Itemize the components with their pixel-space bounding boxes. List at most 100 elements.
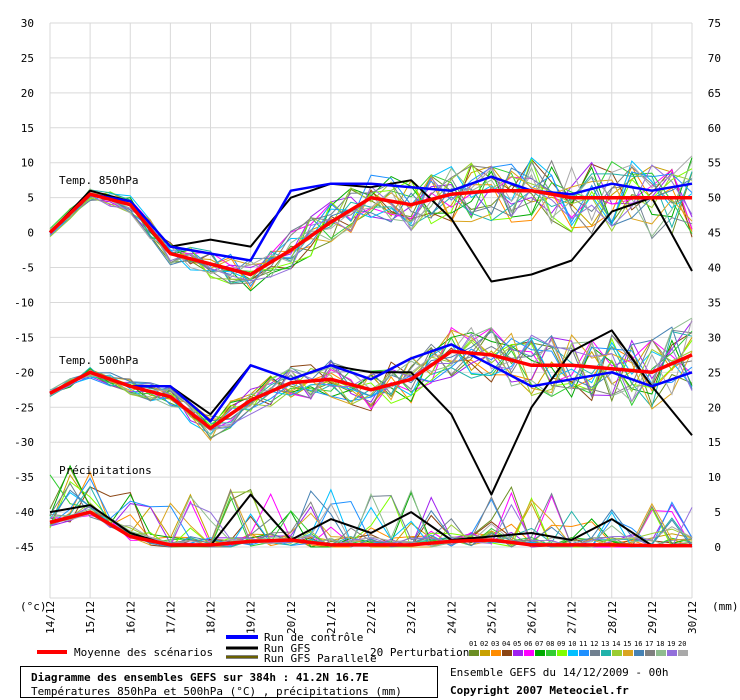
legend-perturb-id: 08 [546, 640, 554, 648]
perturb-precip-line [49, 489, 693, 548]
chart-title: Diagramme des ensembles GEFS sur 384h : … [31, 671, 369, 684]
legend-perturb-swatch [623, 650, 633, 656]
x-tick-label: 15/12 [84, 601, 97, 634]
legend-perturb-id: 02 [480, 640, 488, 648]
legend-gfs-par-label: Run GFS Parallele [264, 652, 377, 665]
legend-perturb-id: 20 [678, 640, 686, 648]
legend-perturb-id: 09 [557, 640, 565, 648]
perturb-500-line [49, 326, 693, 422]
legend-perturb-id: 05 [513, 640, 521, 648]
mean-precip-line [49, 510, 692, 548]
legend-perturb-swatch [557, 650, 567, 656]
x-tick-label: 16/12 [124, 601, 137, 634]
x-tick-label: 26/12 [526, 601, 539, 634]
y-tick-right: 60 [708, 122, 721, 135]
y-tick-right: 25 [708, 366, 721, 379]
legend-perturb-swatch [590, 650, 600, 656]
legend-perturb-swatch [502, 650, 512, 656]
legend-perturb-id: 12 [590, 640, 598, 648]
y-tick-left: -35 [14, 471, 34, 484]
y-tick-left: 30 [21, 17, 34, 30]
y-tick-left: -5 [21, 262, 34, 275]
legend-perturb-id: 10 [568, 640, 576, 648]
legend-perturb-swatch [546, 650, 556, 656]
y-tick-left: -10 [14, 296, 34, 309]
legend-perturb-id: 03 [491, 640, 499, 648]
legend-perturb-id: 16 [634, 640, 642, 648]
y-axis-right-unit: (mm) [712, 600, 739, 613]
perturb-500-line [49, 327, 693, 440]
panel-label-precip: Précipitations [59, 464, 152, 477]
panel-label-500: Temp. 500hPa [59, 354, 138, 367]
y-tick-left: 20 [21, 87, 34, 100]
y-tick-left: -40 [14, 506, 34, 519]
y-tick-right: 35 [708, 296, 721, 309]
x-axis: 14/12 15/12 16/12 17/12 18/12 19/12 20/12 21/12… [44, 601, 699, 634]
y-tick-left: 0 [27, 227, 34, 240]
x-tick-label: 25/12 [485, 601, 498, 634]
legend-perturb-swatch [645, 650, 655, 656]
y-tick-left: 10 [21, 157, 34, 170]
y-tick-right: 40 [708, 262, 721, 275]
perturb-850-line [49, 155, 693, 274]
legend-mean-label: Moyenne des scénarios [74, 646, 213, 659]
x-tick-label: 21/12 [325, 601, 338, 634]
chart-subtitle: Températures 850hPa et 500hPa (°C) , pré… [31, 685, 402, 698]
y-tick-right: 55 [708, 157, 721, 170]
perturb-precip-line [49, 488, 693, 548]
title-box: Diagramme des ensembles GEFS sur 384h : … [20, 666, 438, 698]
legend-perturb-id: 11 [579, 640, 587, 648]
legend-perturb-swatch [524, 650, 534, 656]
perturb-850-line [49, 172, 693, 280]
y-tick-right: 0 [714, 541, 721, 554]
legend-perturb-id: 13 [601, 640, 609, 648]
legend-perturb-swatch [656, 650, 666, 656]
x-tick-label: 18/12 [205, 601, 218, 634]
y-tick-left: -45 [14, 541, 34, 554]
legend-control-label: Run de contrôle [264, 631, 363, 644]
legend-perturb-id: 14 [612, 640, 620, 648]
x-tick-label: 14/12 [44, 601, 57, 634]
x-tick-label: 23/12 [405, 601, 418, 634]
y-tick-right: 20 [708, 401, 721, 414]
legend-perturb-id: 04 [502, 640, 510, 648]
y-axis-left: 30 25 20 15 10 5 0 -5 -10 -15 -20 -25 -30 -35 -40 -45 [14, 17, 34, 554]
copyright: Copyright 2007 Meteociel.fr [450, 684, 629, 697]
y-tick-right: 75 [708, 17, 721, 30]
legend-gfs-label: Run GFS [264, 642, 310, 655]
y-tick-left: -15 [14, 331, 34, 344]
legend-perturb-swatch [480, 650, 490, 656]
y-tick-right: 65 [708, 87, 721, 100]
legend-perturb-swatches: 01 02 03 04 05 06 07 08 09 10 11 12 13 14 15 16 17 18 19 20 [469, 640, 688, 656]
legend-perturb-id: 17 [645, 640, 653, 648]
legend-perturb-id: 06 [524, 640, 532, 648]
legend-perturb-swatch [491, 650, 501, 656]
perturb-precip-line [49, 471, 693, 548]
x-tick-label: 19/12 [245, 601, 258, 634]
x-tick-label: 17/12 [164, 601, 177, 634]
y-tick-right: 5 [714, 506, 721, 519]
control-500-line [49, 343, 693, 423]
y-tick-left: 15 [21, 122, 34, 135]
y-axis-left-unit: (°c) [20, 600, 47, 613]
chart-grid [49, 22, 693, 599]
legend-perturb-label: 20 Perturbations [370, 646, 476, 659]
x-tick-label: 20/12 [285, 601, 298, 634]
legend-perturb-swatch [667, 650, 677, 656]
y-tick-left: 25 [21, 52, 34, 65]
y-tick-left: 5 [27, 192, 34, 205]
legend-perturb-id: 01 [469, 640, 477, 648]
control-850-line [49, 175, 693, 262]
legend-perturb-swatch [634, 650, 644, 656]
legend-perturb-swatch [601, 650, 611, 656]
y-tick-right: 15 [708, 436, 721, 449]
y-tick-left: -25 [14, 401, 34, 414]
y-tick-right: 10 [708, 471, 721, 484]
x-tick-label: 24/12 [445, 601, 458, 634]
x-tick-label: 29/12 [646, 601, 659, 634]
legend-perturb-swatch [568, 650, 578, 656]
perturb-precip-line [49, 464, 693, 548]
x-tick-label: 28/12 [606, 601, 619, 634]
